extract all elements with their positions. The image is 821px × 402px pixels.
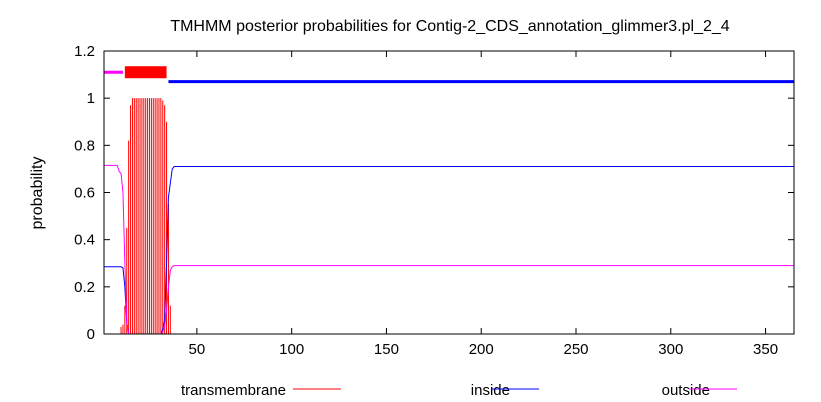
x-tick-label: 300 (658, 341, 683, 358)
legend-label-outside: outside (662, 382, 710, 399)
x-axis: 50 100 150 200 250 300 350 (189, 51, 778, 358)
y-tick-label: 0.4 (74, 232, 95, 249)
inside-line (104, 166, 794, 335)
y-axis-label: probability (29, 157, 46, 230)
x-tick-label: 150 (374, 341, 399, 358)
y-tick-label: 1.2 (74, 43, 95, 60)
x-tick-label: 50 (189, 341, 206, 358)
legend-label-inside: inside (471, 382, 510, 399)
outside-line (104, 164, 794, 335)
y-axis: 0 0.2 0.4 0.6 0.8 1 1.2 (74, 43, 794, 343)
plot-frame (103, 50, 795, 335)
x-tick-label: 350 (753, 341, 778, 358)
legend: transmembrane inside outside (181, 382, 737, 399)
legend-label-transmembrane: transmembrane (181, 382, 286, 399)
y-tick-label: 1 (87, 90, 95, 107)
y-tick-label: 0.2 (74, 279, 95, 296)
topology-transmembrane-segment (124, 66, 167, 79)
y-tick-label: 0 (87, 326, 95, 343)
chart-title: TMHMM posterior probabilities for Contig… (170, 18, 729, 35)
x-tick-label: 250 (563, 341, 588, 358)
topology-bars (104, 66, 794, 84)
probability-lines (104, 164, 794, 335)
x-tick-label: 100 (279, 341, 304, 358)
y-tick-label: 0.6 (74, 185, 95, 202)
transmembrane-impulses (120, 98, 171, 334)
y-tick-label: 0.8 (74, 137, 95, 154)
x-tick-label: 200 (469, 341, 494, 358)
